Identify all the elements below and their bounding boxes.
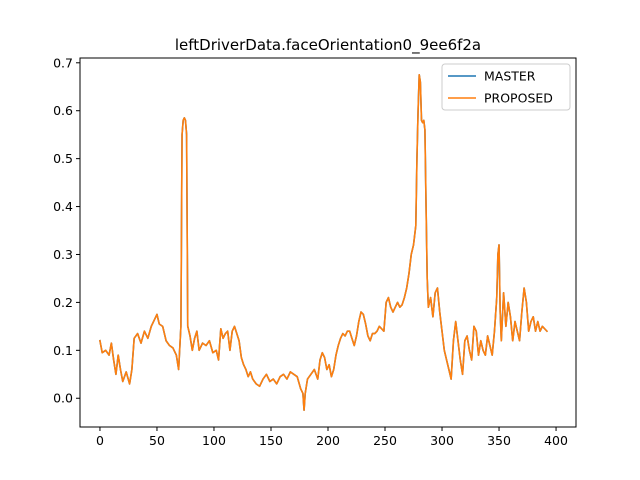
legend-label-proposed: PROPOSED	[484, 91, 553, 106]
y-tick-label: 0.4	[53, 199, 73, 214]
x-tick-label: 200	[316, 433, 340, 448]
x-tick-label: 400	[544, 433, 568, 448]
chart-title: leftDriverData.faceOrientation0_9ee6f2a	[175, 36, 481, 55]
series-lines	[99, 73, 549, 412]
plot-area: 0 50 100 150 200 250 300 350 400 0.0 0.1 0.2 0.3 0.4…	[53, 55, 577, 448]
y-axis: 0.0 0.1 0.2 0.3 0.4 0.5 0.6 0.7	[53, 55, 80, 406]
series-line-proposed	[99, 73, 549, 412]
x-axis: 0 50 100 150 200 250 300 350 400	[96, 427, 568, 448]
x-tick-label: 150	[259, 433, 283, 448]
y-tick-label: 0.0	[53, 391, 73, 406]
y-tick-label: 0.2	[53, 295, 73, 310]
axes-frame	[79, 57, 577, 428]
x-tick-label: 250	[373, 433, 397, 448]
legend-label-master: MASTER	[484, 69, 536, 84]
x-tick-label: 100	[202, 433, 226, 448]
y-tick-label: 0.1	[53, 343, 73, 358]
y-tick-label: 0.5	[53, 151, 73, 166]
y-tick-label: 0.3	[53, 247, 73, 262]
legend: MASTER PROPOSED	[441, 63, 571, 111]
x-tick-label: 50	[149, 433, 165, 448]
x-tick-label: 350	[487, 433, 511, 448]
y-tick-label: 0.6	[53, 103, 73, 118]
x-tick-label: 0	[96, 433, 104, 448]
x-tick-label: 300	[430, 433, 454, 448]
y-tick-label: 0.7	[53, 55, 73, 70]
